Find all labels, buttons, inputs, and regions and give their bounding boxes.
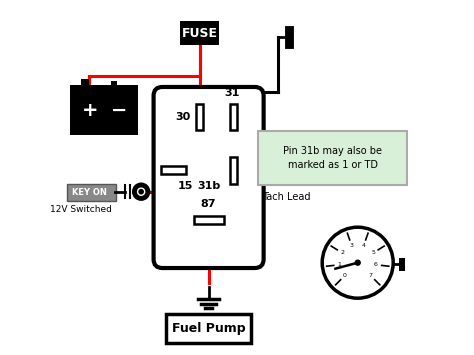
Text: Tach Lead: Tach Lead	[262, 192, 310, 202]
Bar	[230, 157, 237, 184]
Text: 1: 1	[337, 262, 341, 267]
FancyBboxPatch shape	[258, 131, 407, 185]
Bar	[161, 166, 185, 174]
Text: 15: 15	[177, 181, 193, 191]
Text: 2: 2	[340, 250, 344, 255]
Text: 6: 6	[374, 262, 378, 267]
Text: Fuel Pump: Fuel Pump	[172, 322, 246, 335]
Text: 87: 87	[201, 200, 216, 209]
Text: 31: 31	[224, 88, 239, 98]
FancyBboxPatch shape	[154, 87, 264, 268]
Bar	[196, 104, 203, 130]
Text: 12V Switched: 12V Switched	[50, 205, 112, 214]
Bar	[180, 21, 219, 45]
Text: 3: 3	[350, 243, 354, 248]
Text: 30: 30	[175, 112, 191, 122]
Circle shape	[133, 184, 149, 200]
FancyBboxPatch shape	[166, 314, 251, 343]
Bar	[70, 85, 137, 135]
Bar	[399, 258, 405, 271]
Text: −: −	[110, 100, 127, 120]
Text: +: +	[82, 100, 99, 120]
Circle shape	[355, 260, 360, 265]
Text: 7: 7	[369, 273, 373, 278]
Circle shape	[322, 227, 393, 298]
Text: Pin 31b may also be
marked as 1 or TD: Pin 31b may also be marked as 1 or TD	[283, 146, 383, 170]
Text: FUSE: FUSE	[182, 27, 218, 40]
FancyBboxPatch shape	[67, 184, 116, 201]
Text: KEY ON: KEY ON	[72, 187, 107, 197]
Bar	[81, 79, 89, 85]
Circle shape	[137, 188, 145, 195]
Bar	[193, 216, 224, 224]
Text: 4: 4	[362, 243, 366, 248]
Bar	[230, 104, 237, 130]
Text: 0: 0	[343, 273, 346, 278]
Text: 5: 5	[372, 250, 375, 255]
Bar	[111, 81, 117, 85]
Text: 31b: 31b	[198, 181, 221, 191]
